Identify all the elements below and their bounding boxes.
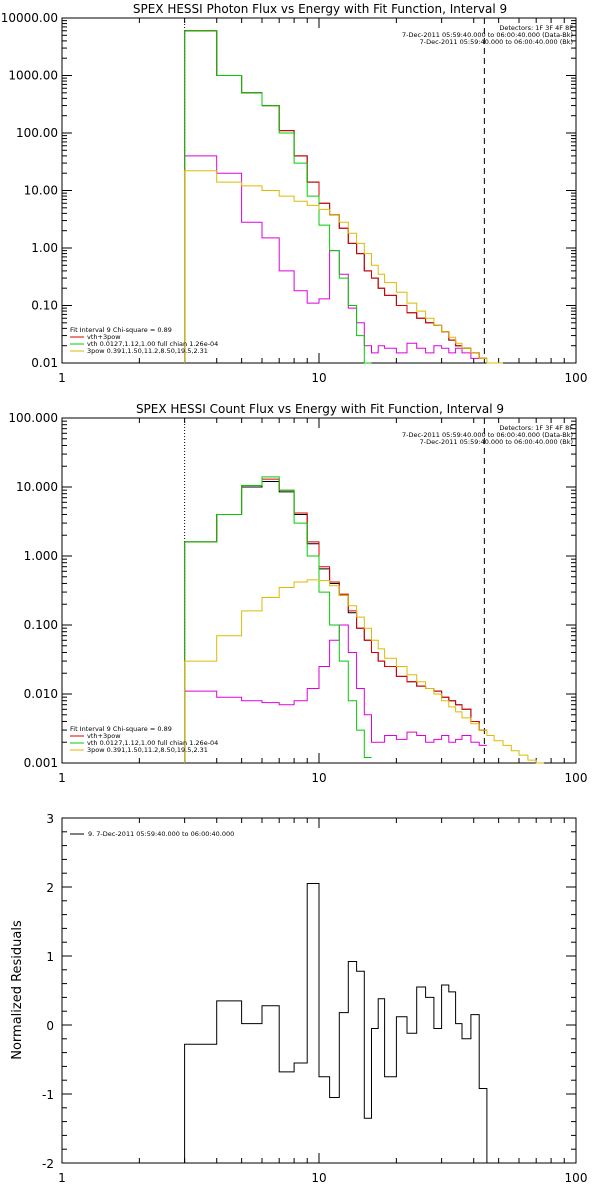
legend-entry: Detectors: 1F 3F 4F 8F (499, 24, 573, 32)
legend-entry: vth 0.0127,1.12,1.00 full chian 1.26e-04 (87, 340, 218, 348)
y-tick-label: 3 (46, 812, 54, 826)
y-tick-label: 100.000 (8, 411, 58, 425)
series-line (184, 30, 487, 363)
legend-entry: 7-Dec-2011 05:59:40.000 to 06:00:40.000 … (402, 31, 573, 39)
legend-entry: Detectors: 1F 3F 4F 8F (499, 424, 573, 432)
y-tick-label: 1000.00 (8, 69, 58, 83)
series-line (184, 481, 487, 763)
data-series (184, 476, 544, 764)
x-tick-label: 100 (565, 771, 588, 785)
x-tick-label: 10 (311, 771, 326, 785)
series-line (184, 155, 487, 363)
legend-entry: Fit Interval 9 Chi-square = 0.89 (70, 326, 172, 334)
legend-entry: vth 0.0127,1.12,1.00 full chian 1.26e-04 (87, 739, 218, 747)
reference-lines (184, 18, 485, 363)
legend-entry: 9. 7-Dec-2011 05:59:40.000 to 06:00:40.0… (88, 830, 234, 838)
x-tick-label: 100 (565, 1171, 588, 1185)
series-line (184, 883, 488, 1163)
legend-bottom-left: Fit Interval 9 Chi-square = 0.89 vth+3po… (70, 725, 218, 754)
legend-top-right: Detectors: 1F 3F 4F 8F 7-Dec-2011 05:59:… (402, 24, 573, 46)
count-flux-panel: SPEX HESSI Count Flux vs Energy with Fit… (8, 402, 587, 785)
legend-entry: 3pow 0.391,1.50,11.2,8.50,19.5,2.31 (87, 347, 208, 355)
axes: 1 10 100 0.001 0.010 0.100 1.000 10.000 100.000 (8, 411, 587, 785)
legend-entry: Fit Interval 9 Chi-square = 0.89 (70, 725, 172, 733)
reference-lines (184, 418, 485, 763)
y-tick-label: 0.010 (24, 687, 58, 701)
y-tick-label: 1.00 (31, 241, 58, 255)
x-tick-label: 10 (311, 371, 326, 385)
axes: 1 10 100 -2 -1 0 1 2 3 (42, 812, 587, 1185)
series-line (184, 30, 487, 363)
legend-entry: 3pow 0.391,1.50,11.2,8.50,19.5,2.31 (87, 746, 208, 754)
series-line (184, 476, 372, 763)
chart-title: SPEX HESSI Photon Flux vs Energy with Fi… (133, 2, 507, 16)
series-line (184, 170, 503, 364)
y-tick-label: 100.00 (16, 126, 58, 140)
y-tick-label: 0.100 (24, 618, 58, 632)
axes: 1 10 100 0.01 0.10 1.00 10.00 100.00 1000.00 1000… (1, 11, 588, 385)
series-line (184, 579, 544, 764)
y-tick-label: 0.001 (24, 756, 58, 770)
legend-bottom-left: Fit Interval 9 Chi-square = 0.89 vth+3po… (70, 326, 218, 355)
series-line (184, 478, 487, 763)
x-tick-label: 1 (58, 1171, 66, 1185)
data-series (184, 30, 503, 364)
x-tick-label: 1 (58, 771, 66, 785)
data-series (184, 883, 488, 1163)
y-tick-label: 0.10 (31, 299, 58, 313)
legend-entry: vth+3pow (87, 732, 121, 740)
legend-entry: 7-Dec-2011 05:59:40.000 to 06:00:40.000 … (420, 38, 573, 46)
y-tick-label: 10.00 (24, 184, 58, 198)
legend-top-right: Detectors: 1F 3F 4F 8F 7-Dec-2011 05:59:… (402, 424, 573, 446)
legend-entry: 7-Dec-2011 05:59:40.000 to 06:00:40.000 … (420, 438, 573, 446)
legend: 9. 7-Dec-2011 05:59:40.000 to 06:00:40.0… (70, 830, 234, 838)
y-tick-label: -1 (42, 1088, 54, 1102)
y-tick-label: 1 (46, 950, 54, 964)
chart-title: SPEX HESSI Count Flux vs Energy with Fit… (136, 402, 504, 416)
photon-flux-panel: SPEX HESSI Photon Flux vs Energy with Fi… (1, 2, 588, 385)
legend-entry: vth+3pow (87, 333, 121, 341)
y-tick-label: 10.000 (16, 480, 58, 494)
series-line (184, 624, 487, 763)
x-tick-label: 100 (565, 371, 588, 385)
y-tick-label: 0.01 (31, 356, 58, 370)
x-tick-label: 1 (58, 371, 66, 385)
residuals-panel: Normalized Residuals 1 10 100 -2 -1 0 1 2 3 9. 7… (10, 812, 587, 1185)
y-tick-label: 0 (46, 1019, 54, 1033)
series-line (184, 30, 372, 364)
legend-entry: 7-Dec-2011 05:59:40.000 to 06:00:40.000 … (402, 431, 573, 439)
y-tick-label: 2 (46, 881, 54, 895)
y-tick-label: 10000.00 (1, 11, 58, 25)
y-tick-label: -2 (42, 1157, 54, 1171)
x-tick-label: 10 (311, 1171, 326, 1185)
y-tick-label: 1.000 (24, 549, 58, 563)
y-axis-label: Normalized Residuals (10, 920, 25, 1060)
